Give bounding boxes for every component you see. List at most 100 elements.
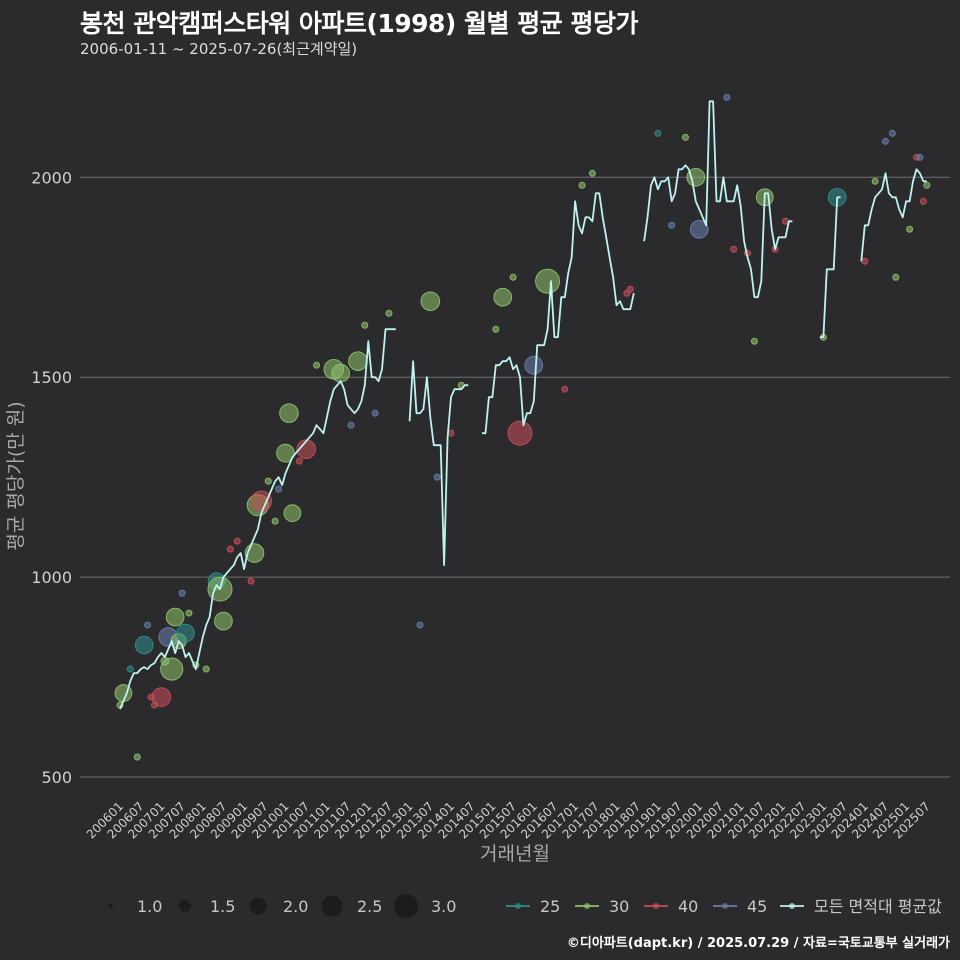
average-line-segment	[482, 192, 635, 435]
size-legend-key	[321, 895, 343, 917]
color-legend-dot	[515, 903, 521, 909]
data-point	[275, 485, 283, 493]
data-point	[507, 420, 533, 446]
size-legend-key	[179, 900, 191, 912]
data-point	[160, 657, 184, 681]
data-point	[151, 687, 172, 707]
size-legend-key	[394, 894, 418, 918]
data-point	[385, 309, 393, 317]
data-point	[626, 285, 634, 293]
data-point	[276, 443, 295, 463]
data-point	[509, 273, 517, 281]
data-point	[247, 577, 255, 585]
data-point	[919, 197, 927, 205]
y-tick-label: 1000	[31, 568, 72, 587]
data-point	[134, 635, 154, 655]
data-point	[888, 129, 896, 137]
data-point	[524, 355, 544, 375]
data-point	[689, 219, 709, 239]
data-point	[126, 665, 134, 673]
data-point	[226, 545, 234, 553]
y-tick-label: 1500	[31, 368, 72, 387]
data-point	[313, 361, 321, 369]
color-legend-label: 45	[747, 897, 767, 916]
y-tick-label: 2000	[31, 168, 72, 187]
data-point	[185, 609, 193, 617]
data-point	[133, 753, 141, 761]
data-point	[165, 607, 185, 627]
data-point	[271, 517, 279, 525]
data-point	[420, 291, 441, 312]
color-legend-label: 모든 면적대 평균값	[814, 897, 942, 916]
average-line-segment	[643, 100, 793, 299]
size-legend-label: 1.5	[210, 897, 235, 916]
color-legend-label: 25	[540, 897, 560, 916]
size-legend-key	[249, 897, 267, 915]
color-legend-dot	[653, 903, 659, 909]
color-legend-dot	[584, 903, 590, 909]
average-line-segment	[860, 168, 927, 262]
grid-lines	[80, 176, 950, 778]
data-point	[233, 537, 241, 545]
data-point	[871, 177, 879, 185]
data-point	[214, 611, 233, 631]
footer-credit: ©디아파트(dapt.kr) / 2025.07.29 / 자료=국토교통부 실…	[566, 936, 950, 951]
color-legend-label: 40	[678, 897, 698, 916]
color-legend-dot	[722, 903, 728, 909]
data-point	[279, 403, 299, 423]
x-axis-label: 거래년월	[480, 843, 550, 865]
data-point	[578, 181, 586, 189]
data-point	[861, 257, 869, 265]
data-point	[686, 167, 706, 187]
data-point	[202, 665, 210, 673]
data-point	[250, 490, 273, 512]
size-legend-label: 2.5	[357, 897, 382, 916]
size-legend-label: 3.0	[431, 897, 456, 916]
average-line-segment	[119, 328, 396, 710]
data-point	[416, 621, 424, 629]
data-point	[535, 268, 561, 294]
average-line-segment	[819, 196, 841, 339]
size-legend-label: 2.0	[283, 897, 308, 916]
data-point	[331, 363, 351, 383]
data-point	[264, 477, 272, 485]
average-line-segment	[408, 360, 469, 566]
scatter-points	[114, 93, 931, 761]
data-point	[588, 169, 596, 177]
y-tick-label: 500	[41, 768, 72, 787]
size-legend-label: 1.0	[137, 897, 162, 916]
data-point	[892, 273, 900, 281]
data-point	[144, 621, 152, 629]
chart-subtitle: 2006-01-11 ~ 2025-07-26(최근계약일)	[80, 40, 358, 58]
data-point	[178, 589, 186, 597]
data-point	[433, 473, 441, 481]
chart-title: 봉천 관악캠퍼스타워 아파트(1998) 월별 평균 평당가	[80, 9, 638, 38]
data-point	[730, 245, 738, 253]
average-line	[119, 100, 927, 710]
data-point	[561, 385, 569, 393]
data-point	[371, 409, 379, 417]
data-point	[750, 337, 758, 345]
data-point	[923, 181, 931, 189]
size-legend: 1.0 1.5 2.0 2.5 3.0	[109, 894, 456, 918]
data-point	[347, 421, 355, 429]
x-axis-ticks: 2006012006072007012007072008012008072009…	[84, 799, 933, 841]
data-point	[668, 221, 676, 229]
data-point	[295, 457, 303, 465]
size-legend-key	[109, 904, 113, 908]
color-legend-label: 30	[609, 897, 629, 916]
y-axis-ticks: 500 1000 1500 2000	[31, 168, 72, 787]
data-point	[881, 137, 889, 145]
data-point	[654, 129, 662, 137]
data-point	[283, 504, 302, 523]
data-point	[493, 287, 513, 307]
data-point	[681, 133, 689, 141]
data-point	[906, 225, 914, 233]
data-point	[723, 93, 731, 101]
color-legend: 25 30 40 45 모든 면적대 평균값	[506, 897, 942, 916]
y-axis-label: 평균 평당가(만 원)	[5, 401, 27, 550]
data-point	[176, 623, 195, 643]
color-legend-dot	[789, 903, 795, 909]
data-point	[916, 153, 924, 161]
